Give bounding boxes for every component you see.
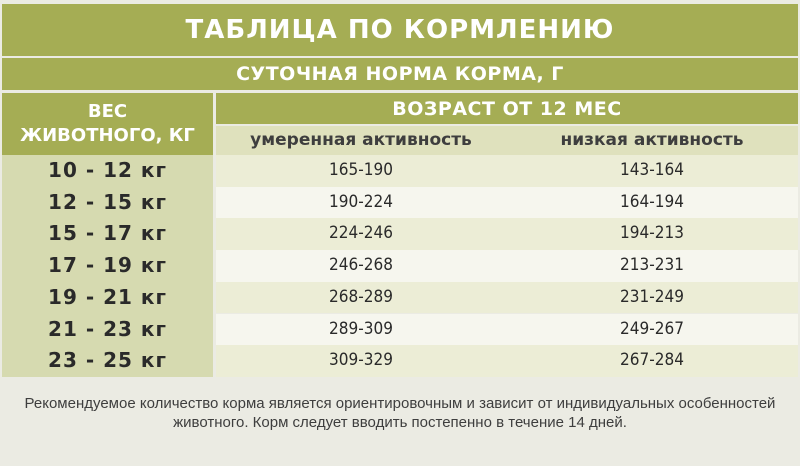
table-title: ТАБЛИЦА ПО КОРМЛЕНИЮ — [2, 4, 798, 56]
weight-header-line1: ВЕС — [87, 101, 128, 122]
low-cell: 249-267 — [620, 318, 684, 339]
weight-cell: 17 - 19 кг — [48, 253, 167, 278]
moderate-cell: 190-224 — [329, 191, 393, 212]
weight-cell: 12 - 15 кг — [48, 189, 167, 214]
moderate-cell: 246-268 — [329, 255, 393, 276]
table-body: 165-190 143-164 190-224 164-194 224-246 … — [216, 155, 798, 377]
low-cell: 267-284 — [620, 350, 684, 371]
weight-cell: 23 - 25 кг — [48, 348, 167, 373]
activity-header-row: умеренная активность низкая активность — [216, 126, 798, 155]
table-row: 224-246 194-213 — [216, 218, 798, 251]
weight-column: 10 - 12 кг 12 - 15 кг 15 - 17 кг 17 - 19… — [2, 155, 213, 377]
weight-header-line2: ЖИВОТНОГО, КГ — [20, 125, 195, 146]
low-cell: 194-213 — [620, 223, 684, 244]
activity-header-moderate: умеренная активность — [250, 130, 472, 150]
table-row: 268-289 231-249 — [216, 281, 798, 314]
table-row: 246-268 213-231 — [216, 250, 798, 282]
moderate-cell: 268-289 — [329, 286, 393, 307]
weight-cell: 10 - 12 кг — [48, 158, 167, 182]
table-row: 289-309 249-267 — [216, 313, 798, 346]
weight-column-header: ВЕС ЖИВОТНОГО, КГ — [2, 93, 213, 155]
table-row: 165-190 143-164 — [216, 155, 798, 187]
moderate-cell: 224-246 — [329, 223, 393, 244]
moderate-cell: 289-309 — [329, 318, 393, 339]
moderate-cell: 309-329 — [329, 350, 393, 371]
table-row: 309-329 267-284 — [216, 345, 798, 377]
low-cell: 143-164 — [620, 160, 684, 180]
table-row: 190-224 164-194 — [216, 186, 798, 219]
footnote-line2: животного. Корм следует вводить постепен… — [173, 414, 627, 431]
table-subtitle: СУТОЧНАЯ НОРМА КОРМА, Г — [2, 58, 798, 90]
footnote: Рекомендуемое количество корма является … — [20, 394, 780, 432]
low-cell: 213-231 — [620, 255, 684, 276]
weight-cell: 15 - 17 кг — [48, 221, 167, 246]
low-cell: 231-249 — [620, 286, 684, 307]
moderate-cell: 165-190 — [329, 160, 393, 180]
low-cell: 164-194 — [620, 191, 684, 212]
weight-cell: 21 - 23 кг — [48, 316, 167, 341]
age-header: ВОЗРАСТ ОТ 12 МЕС — [216, 93, 798, 124]
activity-header-low: низкая активность — [560, 130, 744, 150]
weight-cell: 19 - 21 кг — [48, 284, 167, 309]
footnote-line1: Рекомендуемое количество корма является … — [24, 395, 776, 412]
